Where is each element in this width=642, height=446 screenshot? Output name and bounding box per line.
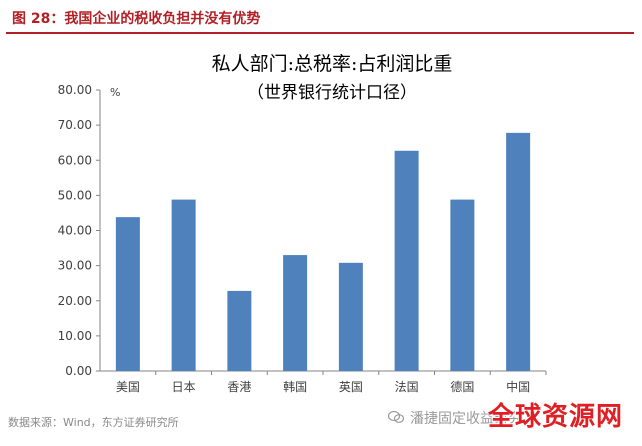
- y-tick-label: 70.00: [58, 118, 92, 132]
- bar: [283, 255, 308, 371]
- y-tick-label: 40.00: [58, 224, 92, 238]
- y-tick-label: 30.00: [58, 259, 92, 273]
- x-tick-label: 中国: [506, 379, 530, 394]
- chart-area: 私人部门:总税率:占利润比重 （世界银行统计口径）% 0.00 10.00 20.00 3…: [0, 36, 642, 406]
- x-tick-label: 美国: [116, 380, 140, 394]
- bar: [394, 150, 419, 371]
- y-axis-unit-label: %: [110, 86, 120, 99]
- y-tick-label: 10.00: [58, 329, 92, 343]
- x-tick-label: 韩国: [283, 379, 307, 394]
- bar: [506, 132, 531, 371]
- x-tick-label: 英国: [339, 380, 363, 394]
- wechat-icon: [388, 410, 404, 423]
- watermark-logo: 全球资源网: [488, 402, 624, 432]
- y-tick-label: 60.00: [58, 153, 92, 167]
- bar-chart: 私人部门:总税率:占利润比重 （世界银行统计口径）% 0.00 10.00 20.00 3…: [58, 53, 547, 394]
- bar: [338, 262, 363, 371]
- data-source: 数据来源：Wind，东方证券研究所: [8, 416, 179, 429]
- bar: [450, 199, 475, 371]
- x-tick-label: 香港: [227, 380, 251, 394]
- chart-title: 私人部门:总税率:占利润比重: [212, 53, 453, 75]
- y-tick-label: 0.00: [65, 364, 92, 378]
- y-tick-label: 50.00: [58, 188, 92, 202]
- chart-subtitle: （世界银行统计口径）: [247, 83, 417, 103]
- bar: [227, 290, 252, 371]
- x-tick-label: 日本: [172, 380, 196, 394]
- y-tick-label: 80.00: [58, 83, 92, 97]
- watermark-text: 潘捷固定收益研究: [410, 411, 522, 427]
- bar: [171, 199, 196, 371]
- x-tick-label: 法国: [395, 380, 419, 394]
- bar: [115, 217, 140, 371]
- y-tick-label: 20.00: [58, 294, 92, 308]
- figure-label: 图 28：我国企业的税收负担并没有优势: [12, 11, 261, 27]
- x-tick-label: 德国: [450, 379, 474, 394]
- figure-header: 图 28：我国企业的税收负担并没有优势: [6, 6, 634, 34]
